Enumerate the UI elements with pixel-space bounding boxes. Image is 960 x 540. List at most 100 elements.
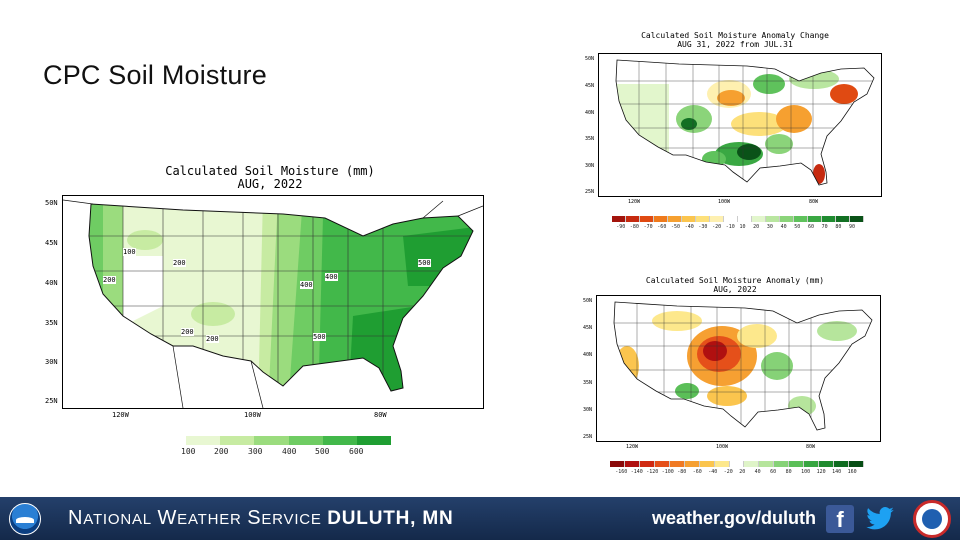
legend-swatch [744,461,760,467]
legend-swatch [654,461,670,467]
legend-swatch [610,461,625,467]
org-word: ATIONAL [83,511,152,528]
legend-swatch [626,216,640,222]
legend-swatch [759,461,775,467]
lon-label: 120W [112,411,129,419]
legend-label: -60 [657,224,667,230]
anomaly-map-frame [596,295,881,442]
legend-label: 200 [214,447,229,456]
legend-label: 70 [821,224,828,230]
lat-label: 25N [45,397,58,405]
legend-swatch [794,216,808,222]
lon-label: 120W [626,444,639,450]
legend-label: -160 [615,469,628,475]
legend-swatch [724,216,738,222]
legend-swatch [738,216,752,222]
lat-label: 35N [583,380,593,386]
legend-swatch [682,216,696,222]
lat-label: 35N [585,136,595,142]
contour-label: 200 [103,276,116,284]
footer-url-link[interactable]: weather.gov/duluth [652,508,817,528]
legend-swatch [804,461,820,467]
legend-label: 80 [835,224,842,230]
legend-swatch [714,461,730,467]
legend-label: 500 [315,447,330,456]
legend-swatch [849,461,864,467]
legend-swatch [819,461,835,467]
legend-swatch [699,461,715,467]
lat-label: 35N [45,319,58,327]
noaa-logo [9,503,41,535]
legend-label: 20 [753,224,760,230]
legend-swatch [822,216,836,222]
legend-label: 100 [181,447,196,456]
slide-title: CPC Soil Moisture [43,60,267,90]
lon-label: 120W [628,199,641,205]
map-title-line2: AUG, 2022 [237,177,303,192]
lon-label: 80W [806,444,816,450]
legend-label: 90 [849,224,856,230]
legend-label: 60 [807,224,814,230]
legend-label: 50 [794,224,801,230]
legend-label: 100 [801,469,811,475]
legend-swatch [668,216,682,222]
legend-label: 400 [282,447,297,456]
legend-swatch [752,216,766,222]
footer-org-name: NATIONAL WEATHER SERVICE DULUTH, MN [68,507,453,530]
legend-swatch [220,436,255,445]
legend-swatch [356,436,392,445]
legend-label: 30 [766,224,773,230]
legend-label: 80 [785,469,792,475]
contour-label: 500 [418,259,431,267]
legend-label: -40 [708,469,718,475]
contour-label: 200 [173,259,186,267]
contour-label: 200 [181,328,194,336]
legend-swatch [836,216,850,222]
org-word: ERVICE [261,511,322,528]
legend-label: 60 [770,469,777,475]
soil-moisture-map-frame: 100 200 200 200 200 400 400 500 500 [62,195,484,409]
legend-swatch [654,216,668,222]
legend-label: -40 [684,224,694,230]
legend-label: -60 [692,469,702,475]
legend-label: 300 [248,447,263,456]
legend-label: 10 [739,224,746,230]
lat-label: 30N [585,163,595,169]
legend-label: -20 [712,224,722,230]
lat-label: 30N [583,407,593,413]
legend-swatch [808,216,822,222]
legend-label: -140 [630,469,643,475]
soil-moisture-map-title: Calculated Soil Moisture (mm) AUG, 2022 [160,164,380,192]
contour-label: 100 [123,248,136,256]
legend-label: -90 [616,224,626,230]
anomaly-map-title: Calculated Soil Moisture Anomaly (mm) AU… [640,276,830,295]
lat-label: 50N [583,298,593,304]
anomaly-change-map-title: Calculated Soil Moisture Anomaly Change … [630,31,840,50]
nws-logo [913,500,951,538]
map-title-line1: Calculated Soil Moisture (mm) [165,164,375,178]
legend-label: -30 [698,224,708,230]
facebook-icon[interactable]: f [826,505,854,533]
lat-label: 25N [585,189,595,195]
legend-label: 40 [780,224,787,230]
lat-label: 25N [583,434,593,440]
twitter-icon[interactable] [864,504,896,534]
legend-label: 600 [349,447,364,456]
anomaly-legend [610,461,864,467]
lat-label: 50N [585,56,595,62]
lat-label: 45N [45,239,58,247]
legend-label: -50 [671,224,681,230]
legend-swatch [288,436,323,445]
legend-swatch [322,436,357,445]
legend-swatch [834,461,849,467]
contour-label: 500 [313,333,326,341]
org-letter: S [247,507,262,529]
legend-label: -80 [677,469,687,475]
legend-swatch [696,216,710,222]
anomaly-change-legend [612,216,864,222]
legend-label: 120 [816,469,826,475]
legend-label: -20 [723,469,733,475]
legend-label: -120 [646,469,659,475]
legend-swatch [780,216,794,222]
lat-label: 40N [583,352,593,358]
